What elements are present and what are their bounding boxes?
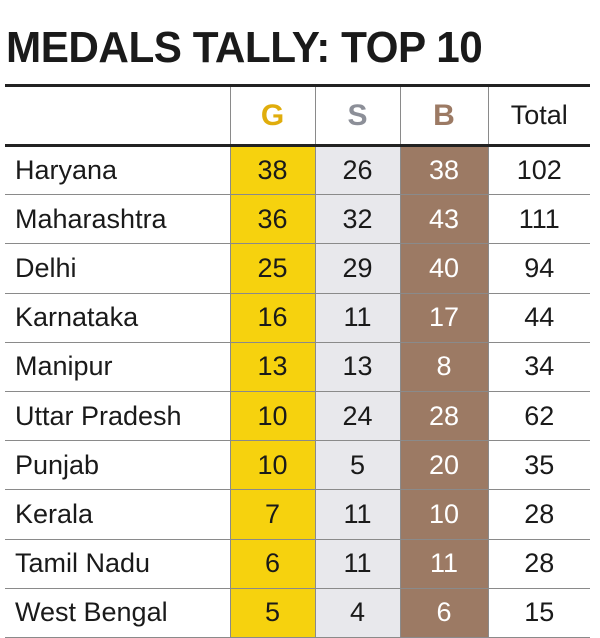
state-name: Punjab [5, 440, 231, 491]
bronze-count: 38 [399, 143, 489, 196]
table-row: West Bengal 5 4 6 15 [5, 587, 590, 638]
silver-count: 24 [314, 390, 401, 442]
state-name: Kerala [5, 489, 231, 540]
total-count: 102 [487, 143, 590, 196]
bronze-count: 28 [399, 390, 489, 442]
silver-count: 11 [314, 292, 401, 343]
gold-count: 10 [229, 390, 316, 442]
gold-count: 38 [229, 143, 316, 196]
gold-count: 6 [229, 538, 316, 589]
table-row: Delhi 25 29 40 94 [5, 243, 590, 294]
gold-count: 25 [229, 243, 316, 294]
bronze-count: 20 [399, 440, 489, 491]
bronze-count: 10 [399, 489, 489, 540]
state-name: Uttar Pradesh [5, 390, 231, 442]
table-row: Uttar Pradesh 10 24 28 62 [5, 390, 590, 442]
bronze-count: 6 [399, 587, 489, 638]
table-row: Tamil Nadu 6 11 11 28 [5, 538, 590, 589]
bronze-count: 43 [399, 194, 489, 245]
header-bronze: B [399, 84, 489, 146]
medals-table: G S B Total Haryana 38 26 38 102 Maharas… [5, 84, 590, 638]
total-count: 28 [487, 538, 590, 589]
total-count: 28 [487, 489, 590, 540]
total-count: 94 [487, 243, 590, 294]
table-row: Haryana 38 26 38 102 [5, 143, 590, 196]
silver-count: 4 [314, 587, 401, 638]
silver-count: 11 [314, 538, 401, 589]
header-state [5, 84, 231, 146]
bronze-count: 8 [399, 341, 489, 392]
silver-count: 29 [314, 243, 401, 294]
gold-count: 10 [229, 440, 316, 491]
gold-count: 13 [229, 341, 316, 392]
bronze-count: 11 [399, 538, 489, 589]
gold-count: 36 [229, 194, 316, 245]
silver-count: 13 [314, 341, 401, 392]
table-row: Kerala 7 11 10 28 [5, 489, 590, 540]
state-name: Manipur [5, 341, 231, 392]
gold-count: 16 [229, 292, 316, 343]
state-name: West Bengal [5, 587, 231, 638]
state-name: Maharashtra [5, 194, 231, 245]
total-count: 62 [487, 390, 590, 442]
bronze-count: 40 [399, 243, 489, 294]
total-count: 111 [487, 194, 590, 245]
header-silver: S [314, 84, 401, 146]
silver-count: 11 [314, 489, 401, 540]
total-count: 34 [487, 341, 590, 392]
gold-count: 7 [229, 489, 316, 540]
header-gold: G [229, 84, 316, 146]
total-count: 44 [487, 292, 590, 343]
header-row: G S B Total [5, 84, 590, 146]
state-name: Delhi [5, 243, 231, 294]
state-name: Haryana [5, 143, 231, 196]
state-name: Karnataka [5, 292, 231, 343]
silver-count: 32 [314, 194, 401, 245]
table-row: Punjab 10 5 20 35 [5, 440, 590, 491]
table-row: Maharashtra 36 32 43 111 [5, 194, 590, 245]
state-name: Tamil Nadu [5, 538, 231, 589]
total-count: 35 [487, 440, 590, 491]
gold-count: 5 [229, 587, 316, 638]
header-total: Total [487, 84, 590, 146]
bronze-count: 17 [399, 292, 489, 343]
table-row: Manipur 13 13 8 34 [5, 341, 590, 392]
silver-count: 26 [314, 143, 401, 196]
table-row: Karnataka 16 11 17 44 [5, 292, 590, 343]
total-count: 15 [487, 587, 590, 638]
chart-title: MEDALS TALLY: TOP 10 [6, 23, 483, 72]
silver-count: 5 [314, 440, 401, 491]
